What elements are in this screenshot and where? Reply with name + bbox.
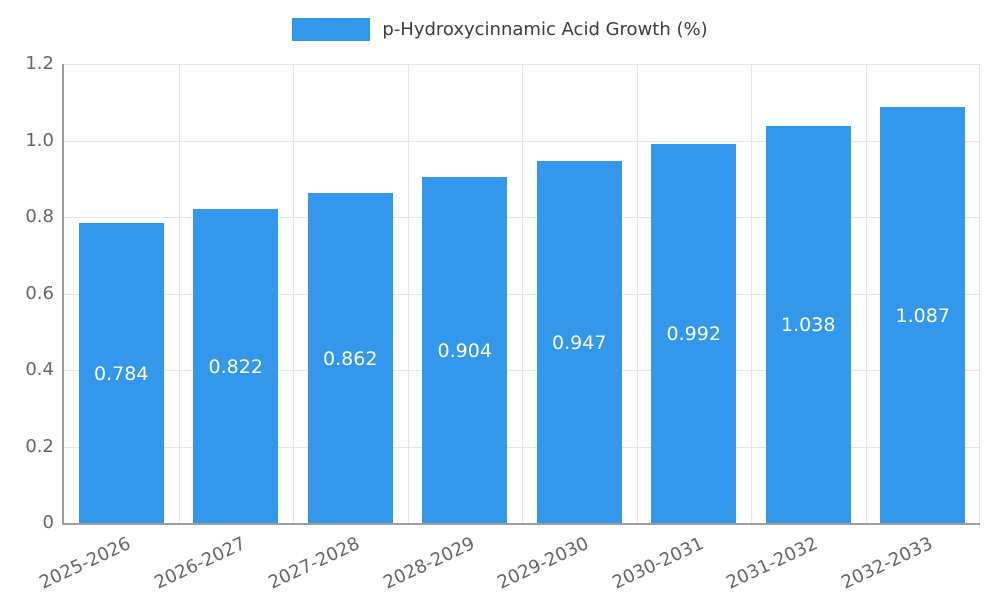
bar-value-label: 0.992 <box>666 323 721 346</box>
bar-value-label: 0.904 <box>437 340 492 363</box>
bar-2025-2026: 0.784 <box>78 223 164 523</box>
plot-area: 0.784 0.822 0.862 0.904 0.947 0.992 1.038 1.087 <box>62 64 980 525</box>
y-tick-label: 0 <box>42 512 54 533</box>
bar-value-label: 0.947 <box>552 331 607 354</box>
gridline-vertical <box>636 64 638 523</box>
x-tick-label: 2032-2033 <box>837 533 936 594</box>
x-tick-label: 2026-2027 <box>150 533 249 594</box>
gridline-vertical <box>522 64 523 523</box>
bar-2029-2030: 0.947 <box>536 160 622 523</box>
x-tick-label: 2031-2032 <box>723 533 822 594</box>
bar-value-label: 0.822 <box>208 355 263 378</box>
x-tick-label: 2025-2026 <box>36 533 135 594</box>
bar-value-label: 1.038 <box>781 314 836 337</box>
gridline-vertical <box>751 64 752 523</box>
y-tick-label: 1.0 <box>25 129 54 151</box>
y-tick-label: 0.2 <box>25 435 54 457</box>
bar-value-label: 1.087 <box>895 305 950 328</box>
bar-2026-2027: 0.822 <box>193 208 279 523</box>
bar-value-label: 0.784 <box>94 363 149 386</box>
legend-label: p-Hydroxycinnamic Acid Growth (%) <box>382 19 708 40</box>
gridline-vertical <box>865 64 867 523</box>
bar-2032-2033: 1.087 <box>880 107 966 523</box>
gridline-vertical <box>293 64 294 523</box>
x-tick-label: 2029-2030 <box>494 533 593 594</box>
x-tick-label: 2030-2031 <box>608 533 707 594</box>
bar-value-label: 0.862 <box>323 348 378 371</box>
x-tick-label: 2027-2028 <box>265 533 364 594</box>
bar-2031-2032: 1.038 <box>765 125 851 523</box>
y-tick-label: 1.2 <box>25 53 54 74</box>
y-tick-label: 0.4 <box>25 359 54 380</box>
bar-2030-2031: 0.992 <box>651 143 737 523</box>
y-tick-label: 0.6 <box>25 282 54 304</box>
gridline-vertical <box>979 64 980 523</box>
bar-2027-2028: 0.862 <box>307 193 393 523</box>
bar-2028-2029: 0.904 <box>422 177 508 523</box>
chart-legend[interactable]: p-Hydroxycinnamic Acid Growth (%) <box>0 18 1000 41</box>
x-tick-label: 2028-2029 <box>379 533 478 594</box>
y-tick-label: 0.8 <box>25 206 54 227</box>
gridline-vertical <box>407 64 409 523</box>
gridline-vertical <box>178 64 180 523</box>
legend-swatch-icon <box>292 18 371 41</box>
